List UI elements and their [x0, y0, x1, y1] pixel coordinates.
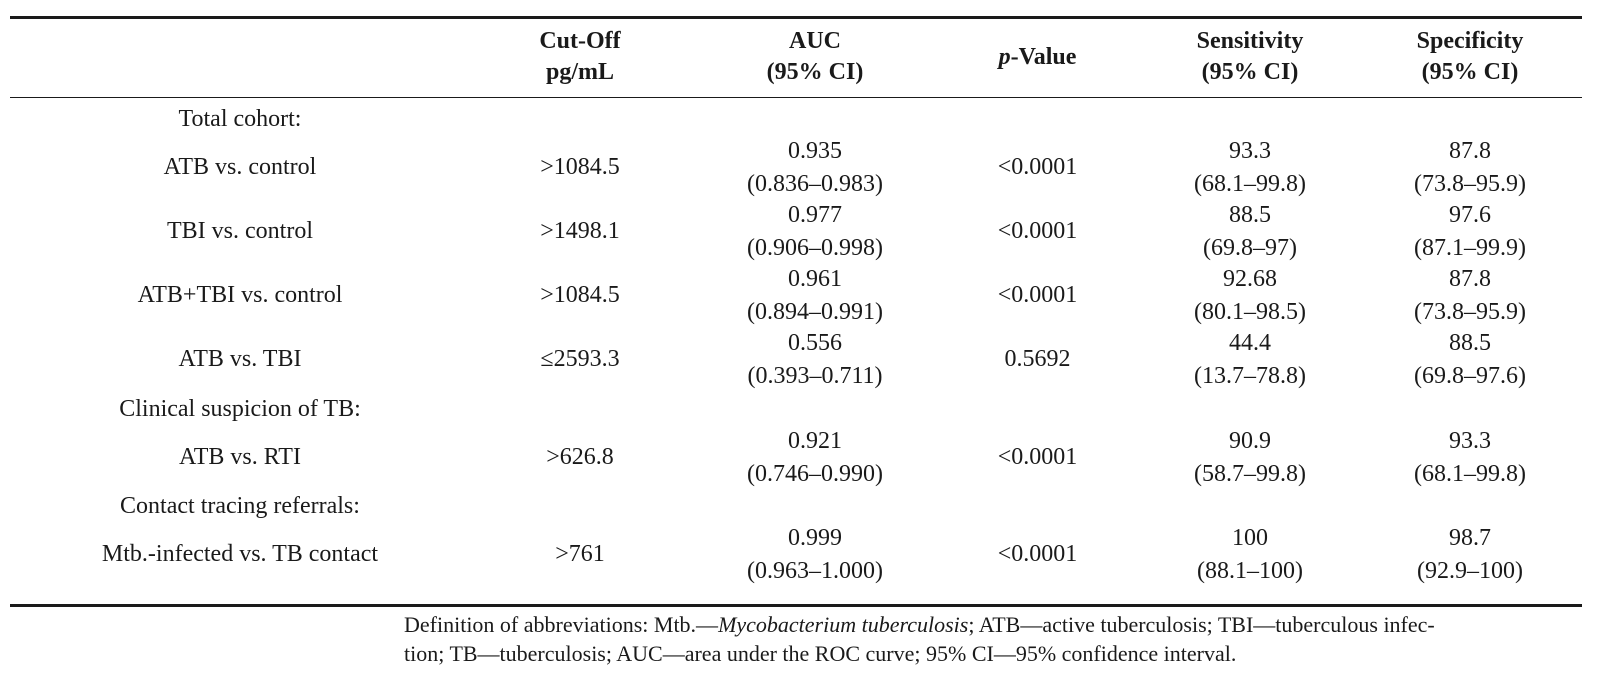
header-cutoff: Cut-Off pg/mL: [480, 26, 680, 88]
row-pvalue: 0.5692: [1004, 346, 1071, 372]
header-specificity: Specificity (95% CI): [1360, 26, 1580, 88]
row-specificity: 87.8 (73.8–95.9): [1414, 266, 1526, 325]
footnote-line2: tion; TB—tuberculosis; AUC—area under th…: [404, 641, 1237, 666]
row-auc: 0.977 (0.906–0.998): [747, 202, 883, 261]
row-auc: 0.961 (0.894–0.991): [747, 266, 883, 325]
row-label: ATB vs. RTI: [179, 444, 301, 470]
header-auc: AUC (95% CI): [700, 26, 930, 88]
row-label: ATB vs. control: [163, 154, 317, 180]
header-specificity-line1: Specificity: [1416, 28, 1524, 54]
row-sensitivity: 90.9 (58.7–99.8): [1194, 428, 1306, 487]
row-specificity: 93.3 (68.1–99.8): [1414, 428, 1526, 487]
row-auc: 0.556 (0.393–0.711): [747, 330, 883, 389]
table-top-rule: [10, 16, 1582, 19]
header-auc-line2: (95% CI): [766, 59, 864, 85]
row-specificity: 98.7 (92.9–100): [1417, 525, 1523, 584]
row-pvalue: <0.0001: [997, 218, 1078, 244]
footnote-line1: Definition of abbreviations: Mtb.—Mycoba…: [404, 612, 1435, 637]
row-label: ATB vs. TBI: [178, 346, 302, 372]
header-sensitivity-line2: (95% CI): [1201, 59, 1299, 85]
section-label-clinical-suspicion: Clinical suspicion of TB:: [119, 396, 361, 422]
row-specificity: 88.5 (69.8–97.6): [1414, 330, 1526, 389]
section-label-contact-tracing: Contact tracing referrals:: [120, 493, 360, 519]
row-specificity: 87.8 (73.8–95.9): [1414, 138, 1526, 197]
header-pvalue-italic: p: [998, 44, 1011, 70]
row-specificity: 97.6 (87.1–99.9): [1414, 202, 1526, 261]
row-cutoff: >626.8: [546, 444, 614, 470]
row-pvalue: <0.0001: [997, 282, 1078, 308]
table-footnote: Definition of abbreviations: Mtb.—Mycoba…: [404, 610, 1584, 668]
row-sensitivity: 93.3 (68.1–99.8): [1194, 138, 1306, 197]
header-cutoff-line2: pg/mL: [545, 59, 614, 85]
row-pvalue: <0.0001: [997, 154, 1078, 180]
row-sensitivity: 88.5 (69.8–97): [1203, 202, 1297, 261]
header-divider-rule: [10, 97, 1582, 98]
row-cutoff: >761: [555, 541, 605, 567]
header-cutoff-line1: Cut-Off: [539, 28, 621, 54]
row-label: TBI vs. control: [167, 218, 313, 244]
row-cutoff: >1084.5: [540, 282, 620, 308]
row-label: Mtb.-infected vs. TB contact: [101, 541, 379, 567]
row-auc: 0.921 (0.746–0.990): [747, 428, 883, 487]
header-specificity-line2: (95% CI): [1421, 59, 1519, 85]
row-label: ATB+TBI vs. control: [137, 282, 343, 308]
row-sensitivity: 92.68 (80.1–98.5): [1194, 266, 1306, 325]
header-sensitivity-line1: Sensitivity: [1196, 28, 1304, 54]
row-cutoff: >1084.5: [540, 154, 620, 180]
row-sensitivity: 44.4 (13.7–78.8): [1194, 330, 1306, 389]
section-label-total-cohort: Total cohort:: [178, 106, 302, 132]
header-pvalue: p-Value: [955, 42, 1120, 73]
header-auc-line1: AUC: [789, 28, 841, 54]
header-sensitivity: Sensitivity (95% CI): [1140, 26, 1360, 88]
row-sensitivity: 100 (88.1–100): [1197, 525, 1303, 584]
row-auc: 0.935 (0.836–0.983): [747, 138, 883, 197]
row-auc: 0.999 (0.963–1.000): [747, 525, 883, 584]
row-cutoff: ≤2593.3: [540, 346, 620, 372]
header-pvalue-rest: -Value: [1010, 44, 1077, 70]
table-bottom-rule: [10, 604, 1582, 607]
row-pvalue: <0.0001: [997, 444, 1078, 470]
row-pvalue: <0.0001: [997, 541, 1078, 567]
row-cutoff: >1498.1: [540, 218, 620, 244]
